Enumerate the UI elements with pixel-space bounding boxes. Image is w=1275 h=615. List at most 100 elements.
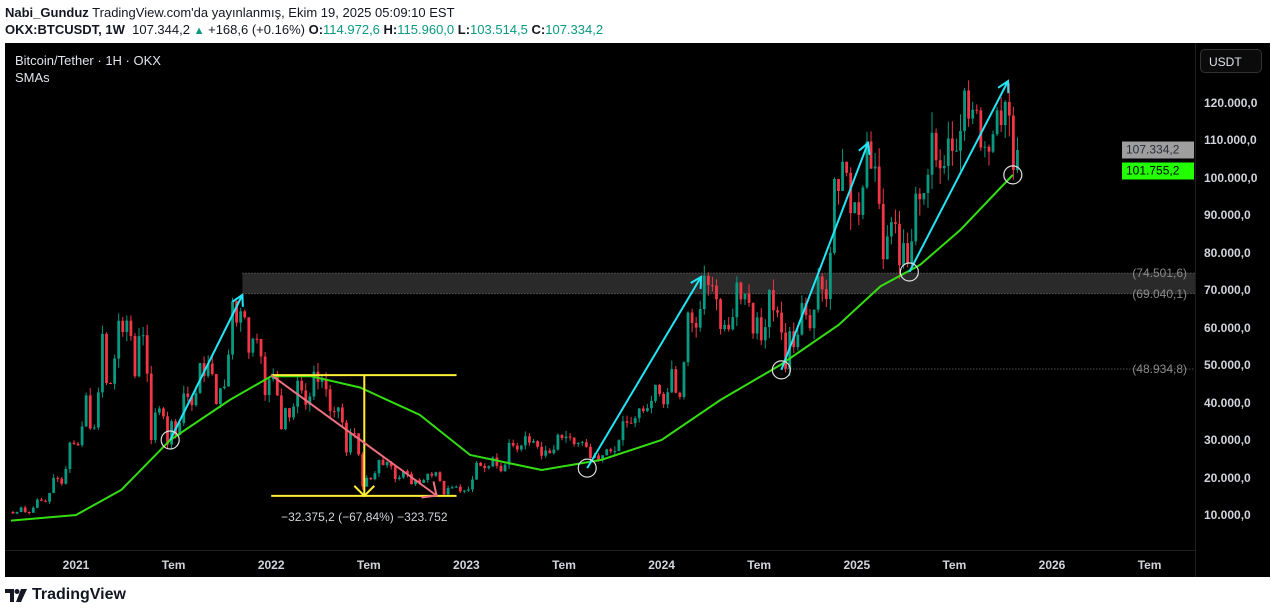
uptrend-arrow: [586, 276, 702, 469]
candle-body: [369, 477, 373, 480]
time-tick-label: 2024: [648, 558, 675, 572]
candle-body: [772, 290, 775, 311]
candle-body: [324, 379, 328, 390]
candle-body: [401, 471, 405, 478]
indicator-legend[interactable]: SMAs: [15, 70, 50, 85]
last-price: 107.344,2: [132, 22, 190, 37]
candle-body: [857, 202, 861, 215]
candle-body: [576, 443, 580, 445]
candle-body: [365, 477, 369, 487]
symbol-legend[interactable]: Bitcoin/Tether · 1H · OKX: [15, 53, 161, 68]
candle-body: [64, 468, 68, 484]
candle-body: [808, 315, 812, 329]
candle-body: [507, 443, 511, 465]
time-tick-label: Tem: [942, 558, 967, 572]
candle-body: [902, 243, 905, 266]
candle-body: [499, 465, 503, 472]
candle-body: [267, 379, 271, 395]
candle-body: [430, 473, 434, 476]
price-axis[interactable]: USDT 120.000,0 110.000,0 100.000,0 90.000,0…: [1122, 43, 1271, 577]
candle-body: [617, 440, 621, 452]
price-tick-label: 10.000,0: [1204, 508, 1251, 522]
candle-body: [519, 445, 523, 450]
tradingview-logo[interactable]: TradingView: [5, 586, 126, 604]
candle-body: [662, 393, 666, 405]
candle-body: [629, 422, 633, 424]
candle-body: [31, 507, 35, 513]
candle-body: [434, 472, 438, 476]
close-value: 107.334,2: [545, 22, 604, 37]
price-tag: 107.334,2: [1122, 141, 1194, 159]
candle-body: [40, 499, 43, 501]
candle-body: [186, 393, 190, 397]
candle-body: [601, 455, 605, 460]
candle-body: [56, 477, 60, 479]
candle-body: [641, 408, 645, 412]
candle-body: [711, 285, 714, 287]
candle-body: [914, 193, 918, 242]
tradingview-logo-icon: [5, 588, 27, 602]
up-triangle-icon: ▲: [193, 25, 205, 37]
published-text: TradingView.com'da yayınlanmış, Ekim 19,…: [92, 5, 455, 20]
chart-panel[interactable]: (74.501,6) (69.040,1) (48.934,8) −32.375,2 …: [5, 43, 1270, 577]
candle-body: [304, 390, 308, 405]
candle-body: [247, 317, 251, 353]
currency-button[interactable]: USDT: [1200, 49, 1262, 73]
price-plot[interactable]: [5, 43, 1195, 550]
candle-body: [853, 202, 857, 214]
candle-body: [955, 150, 958, 152]
candle-body: [922, 192, 926, 200]
candle-body: [214, 374, 218, 404]
candle-body: [182, 393, 186, 423]
candle-body: [796, 334, 800, 348]
candle-body: [572, 437, 576, 445]
candle-body: [731, 317, 735, 330]
candle-body: [125, 320, 129, 332]
price-tick-label: 50.000,0: [1204, 358, 1251, 372]
candle-body: [418, 479, 422, 483]
author[interactable]: Nabi_Gunduz: [5, 5, 89, 20]
candle-body: [235, 301, 239, 323]
uptrend-arrow: [169, 294, 244, 441]
candle-body: [288, 408, 291, 418]
candle-body: [239, 311, 243, 323]
candle-body: [511, 443, 515, 446]
candle-body: [739, 282, 743, 300]
time-axis[interactable]: 2021 Tem 2022 Tem 2023 Tem 2024 Tem 2025 Tem 2026 T…: [5, 550, 1195, 578]
time-tick-label: Tem: [552, 558, 576, 572]
candle-body: [426, 473, 430, 481]
candle-body: [275, 374, 279, 396]
price-tick-label: 90.000,0: [1204, 208, 1251, 222]
candle-body: [820, 276, 824, 290]
price-tick-label: 110.000,0: [1204, 133, 1257, 147]
candle-body: [556, 434, 560, 450]
candle-body: [898, 223, 901, 266]
candle-body: [804, 303, 808, 316]
candle-body: [540, 446, 544, 456]
candle-body: [666, 392, 670, 405]
time-tick-label: Tem: [161, 558, 186, 572]
measure-arrow-head: [353, 485, 376, 498]
candle-body: [206, 363, 210, 376]
candle-body: [532, 441, 535, 443]
candle-body: [76, 443, 80, 446]
candle-body: [751, 302, 755, 334]
candle-body: [1003, 101, 1007, 125]
candle-body: [52, 477, 56, 493]
candle-body: [690, 312, 694, 323]
candle-body: [129, 320, 133, 336]
candle-body: [1011, 115, 1015, 170]
downtrend-arrow: [270, 374, 438, 497]
candle-body: [946, 138, 950, 166]
candle-body: [694, 323, 698, 328]
candle-body: [487, 466, 491, 469]
close-label: C:: [531, 22, 546, 37]
candle-body: [910, 241, 914, 264]
candle-body: [816, 276, 820, 310]
candle-body: [84, 395, 88, 427]
candle-body: [999, 110, 1003, 125]
uptrend-arrow-head: [858, 141, 871, 156]
candle-body: [528, 436, 531, 443]
open-value: 114.972,6: [323, 22, 380, 37]
candle-body: [442, 480, 446, 495]
